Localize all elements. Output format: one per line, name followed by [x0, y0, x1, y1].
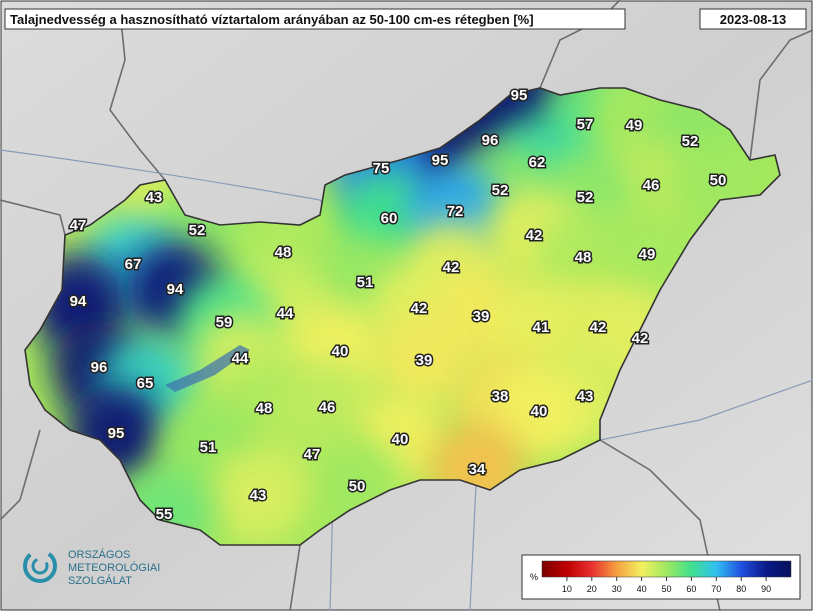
station-value: 50 [710, 172, 727, 189]
moisture-blob [376, 313, 472, 409]
station-value: 67 [125, 256, 142, 273]
station-value: 55 [156, 506, 173, 523]
station-value: 95 [432, 152, 449, 169]
station-value: 94 [167, 281, 184, 298]
station-value: 42 [411, 300, 428, 317]
date-box [699, 8, 807, 30]
station-value: 51 [200, 439, 217, 456]
station-value: 60 [381, 210, 398, 227]
station-value: 34 [469, 461, 486, 478]
station-value: 42 [590, 319, 607, 336]
station-value: 95 [511, 87, 528, 104]
station-value: 48 [256, 400, 273, 417]
logo-line: ORSZÁGOS [68, 548, 130, 561]
station-value: 52 [189, 222, 206, 239]
station-value: 72 [447, 203, 464, 220]
station-value: 51 [357, 274, 374, 291]
station-value: 39 [416, 352, 433, 369]
lake-balaton [165, 345, 250, 392]
station-value: 44 [277, 305, 294, 322]
colorbar-tick-label: 70 [711, 584, 721, 594]
station-value: 94 [70, 293, 87, 310]
moisture-blob [210, 448, 306, 544]
colorbar-tick-label: 10 [562, 584, 572, 594]
station-value: 57 [577, 116, 594, 133]
station-value: 43 [250, 487, 267, 504]
station-value: 43 [146, 189, 163, 206]
station-value: 42 [443, 259, 460, 276]
colorbar-tick-label: 20 [587, 584, 597, 594]
station-value: 41 [533, 319, 550, 336]
station-value: 39 [473, 308, 490, 325]
date: 2023-08-13 [720, 12, 787, 27]
station-value: 75 [373, 160, 390, 177]
logo-mark [23, 549, 57, 583]
title: Talajnedvesség a hasznosítható víztartal… [10, 12, 534, 27]
colorbar-tick-label: 50 [661, 584, 671, 594]
colorbar-ticks: 10 20 30 40 50 60 70 80 90 [562, 577, 771, 594]
station-value: 52 [577, 189, 594, 206]
colorbar [541, 560, 792, 578]
station-value: 52 [682, 133, 699, 150]
station-value: 40 [392, 431, 409, 448]
station-value: 43 [577, 388, 594, 405]
station-value: 40 [531, 403, 548, 420]
colorbar-tick-label: 40 [637, 584, 647, 594]
moisture-blob [491, 364, 587, 460]
station-value: 40 [332, 343, 349, 360]
station-value: 38 [492, 388, 509, 405]
station-value: 47 [70, 217, 87, 234]
station-value: 42 [632, 330, 649, 347]
station-value: 42 [526, 227, 543, 244]
station-value: 49 [639, 246, 656, 263]
station-value: 49 [626, 117, 643, 134]
colorbar-tick-label: 90 [761, 584, 771, 594]
station-value: 95 [108, 425, 125, 442]
station-value: 46 [643, 177, 660, 194]
station-value: 59 [216, 314, 233, 331]
station-value: 52 [492, 182, 509, 199]
station-value: 44 [232, 350, 249, 367]
title-box [4, 8, 626, 30]
station-value: 48 [275, 244, 292, 261]
logo: ORSZÁGOS METEOROLÓGIAI SZOLGÁLAT [23, 548, 160, 587]
legend-unit: % [530, 572, 538, 582]
station-value: 96 [91, 359, 108, 376]
label-layer: 95 57 49 52 96 95 75 62 46 50 43 52 52 47 60 72 52 42 48 48… [68, 85, 728, 524]
station-value: 62 [529, 154, 546, 171]
station-value: 47 [304, 446, 321, 463]
station-value: 46 [319, 399, 336, 416]
colorbar-tick-label: 30 [612, 584, 622, 594]
colorbar-tick-label: 60 [686, 584, 696, 594]
station-value: 50 [349, 478, 366, 495]
station-value: 65 [137, 375, 154, 392]
station-value: 48 [575, 249, 592, 266]
logo-line: SZOLGÁLAT [68, 574, 132, 587]
station-value: 96 [482, 132, 499, 149]
logo-mark-inner [31, 557, 49, 575]
logo-line: METEOROLÓGIAI [68, 561, 160, 574]
colorbar-tick-label: 80 [736, 584, 746, 594]
